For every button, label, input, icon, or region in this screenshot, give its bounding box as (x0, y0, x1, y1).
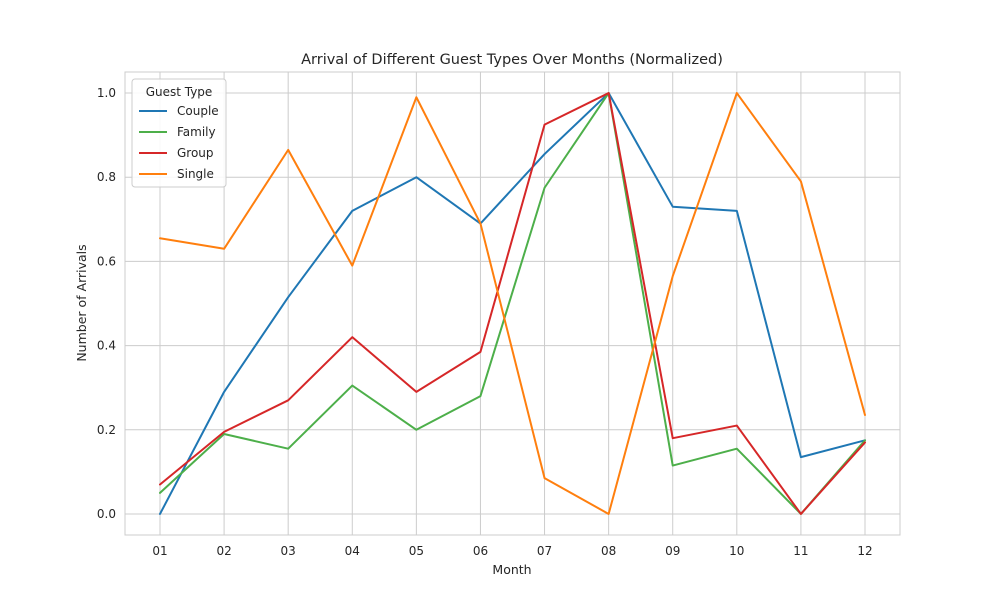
series-line-group (159, 92, 866, 515)
legend-items: Couple Family Group Single (139, 104, 219, 181)
series-line-single (159, 92, 866, 515)
chart-title: Arrival of Different Guest Types Over Mo… (301, 52, 723, 68)
x-tick-label: 02 (216, 544, 231, 558)
x-tick-label: 12 (857, 544, 872, 558)
x-tick-labels: 01 02 03 04 05 06 07 08 09 10 11 12 (152, 544, 872, 558)
plot-frame (124, 71, 901, 536)
legend-title: Guest Type (146, 85, 213, 99)
x-tick-label: 07 (537, 544, 552, 558)
x-tick-label: 03 (281, 544, 296, 558)
y-tick-label: 0.6 (97, 254, 116, 268)
legend-box (131, 78, 227, 188)
series-line-family (159, 92, 866, 515)
x-tick-label: 11 (793, 544, 808, 558)
x-axis-label: Month (492, 562, 531, 577)
plot-area (125, 72, 900, 535)
y-tick-label: 0.8 (97, 170, 116, 184)
x-tick-label: 06 (473, 544, 488, 558)
x-tick-label: 10 (729, 544, 744, 558)
y-tick-label: 0.2 (97, 423, 116, 437)
x-tick-label: 05 (409, 544, 424, 558)
legend: Guest Type Couple Family Group Single (131, 78, 227, 188)
y-tick-label: 1.0 (97, 86, 116, 100)
y-tick-labels: 0.0 0.2 0.4 0.6 0.8 1.0 (97, 86, 116, 521)
legend-label-family: Family (177, 125, 216, 139)
y-axis-label: Number of Arrivals (74, 244, 89, 361)
y-tick-label: 0.4 (97, 339, 116, 353)
x-tick-label: 01 (152, 544, 167, 558)
series-line-couple (159, 92, 866, 515)
x-tick-label: 08 (601, 544, 616, 558)
legend-label-couple: Couple (177, 104, 219, 118)
legend-label-group: Group (177, 146, 214, 160)
series-lines (159, 92, 866, 515)
x-tick-label: 04 (345, 544, 360, 558)
y-tick-label: 0.0 (97, 507, 116, 521)
legend-label-single: Single (177, 167, 214, 181)
x-tick-label: 09 (665, 544, 680, 558)
